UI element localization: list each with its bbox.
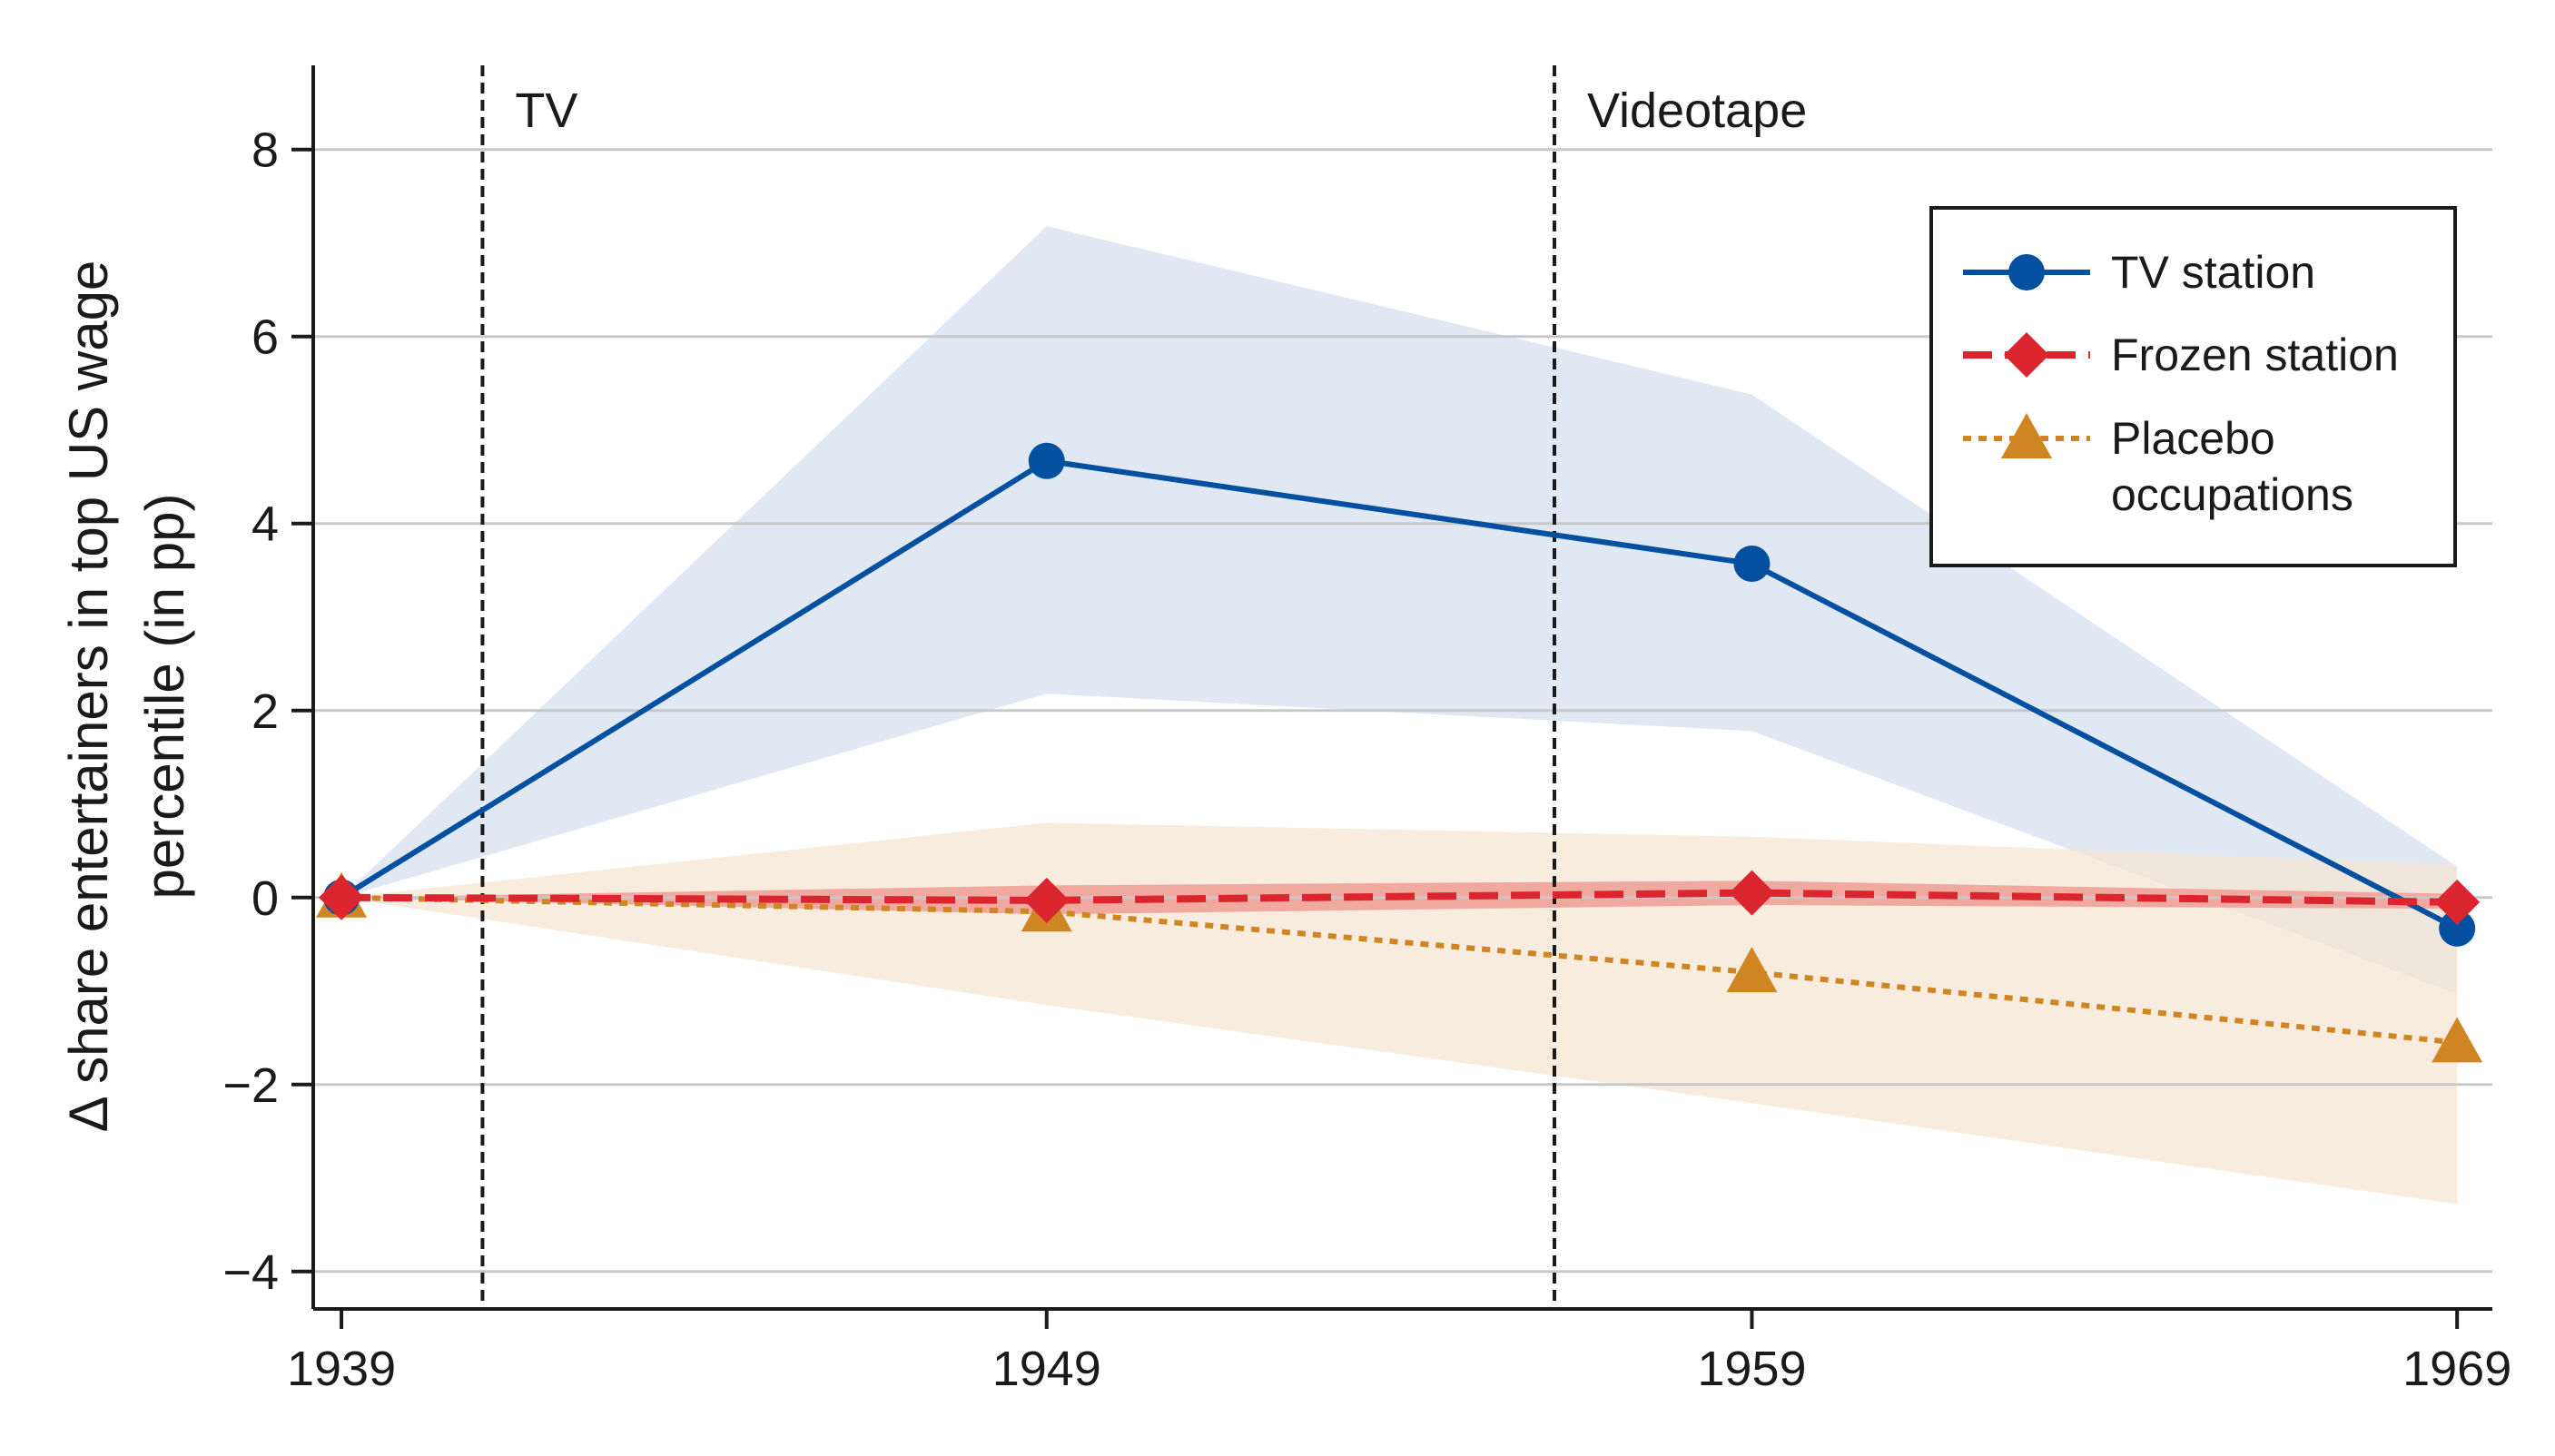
legend: TV station Frozen station Placebooccupatio… (1929, 206, 2457, 567)
x-tick-label-1: 1939 (287, 1342, 396, 1396)
y-tick-label-3: 4 (252, 497, 279, 552)
event-label-1: TV (515, 84, 577, 138)
legend-label-2: Frozen station (2111, 330, 2399, 380)
x-tick-label-4: 1969 (2402, 1342, 2511, 1396)
y-tick-label-6: −2 (222, 1058, 279, 1113)
y-tick-label-2: 6 (252, 310, 279, 365)
legend-label-1: TV station (2111, 247, 2315, 298)
ci-band-1 (341, 226, 2458, 994)
y-tick-label-7: −4 (222, 1245, 279, 1300)
series-line-1 (340, 457, 2459, 931)
y-axis-title: Δ share entertainers in top US wage perce… (58, 261, 195, 1133)
x-tick-label-3: 1959 (1697, 1342, 1806, 1396)
legend-swatch-marker-3 (2001, 413, 2052, 458)
series-2-point-4 (2434, 879, 2481, 925)
y-tick-label-1: 8 (252, 123, 279, 178)
y-tick-label-5: 0 (252, 871, 279, 926)
x-tick-label-2: 1949 (992, 1342, 1101, 1396)
event-lines: TV Videotape (480, 65, 1807, 1309)
ci-band-3 (341, 822, 2458, 1205)
series-3-point-4 (2432, 1017, 2483, 1063)
y-axis-title-line-2: percentile (in pp) (134, 494, 195, 900)
legend-label-3-line-1: Placebo (2111, 413, 2275, 464)
y-axis-title-line-1: Δ share entertainers in top US wage (58, 261, 119, 1133)
series-3-point-3 (1726, 947, 1778, 993)
series-line-2 (341, 889, 2458, 906)
legend-label-3-line-2: occupations (2111, 469, 2353, 520)
series-layer (316, 442, 2483, 1063)
legend-swatch-marker-1 (2008, 254, 2045, 290)
series-2-point-2 (1023, 877, 1070, 923)
series-2-point-3 (1729, 870, 1775, 916)
y-tick-label-4: 2 (252, 684, 279, 739)
event-label-2: Videotape (1587, 84, 1807, 138)
series-1-point-4 (2439, 910, 2476, 947)
legend-swatch-marker-2 (2004, 332, 2049, 378)
series-1-point-3 (1733, 546, 1771, 583)
series-1-point-2 (1028, 442, 1065, 479)
series-2-point-1 (319, 874, 365, 920)
series-line-3 (341, 894, 2458, 1046)
